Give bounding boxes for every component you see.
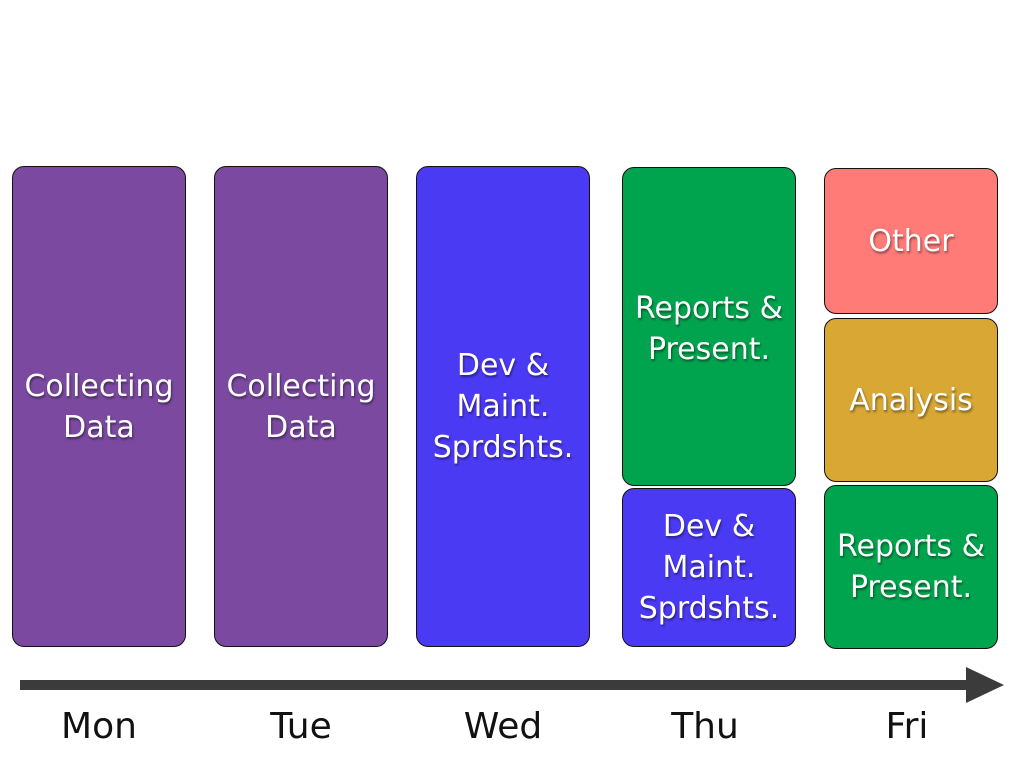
task-block: Analysis [824,318,998,482]
block-label: Maint. [662,550,756,585]
block-label: Collecting [226,368,376,404]
day-label: Wed [463,706,543,747]
block-label: Dev & [662,509,756,544]
task-block: Dev & Maint. Sprdshts. [416,166,590,647]
task-block: Collecting Data [214,166,388,647]
block-label: Other [868,223,954,259]
block-label: Sprdshts. [638,591,780,626]
day-label: Thu [671,706,739,747]
arrow-head [966,667,1004,703]
block-label: Data [265,409,337,445]
task-block: Collecting Data [12,166,186,647]
block-label: Present. [647,332,771,367]
block-label: Data [63,409,135,445]
block-label: Sprdshts. [432,430,574,465]
block-label: Present. [849,570,973,605]
block-label: Dev & [456,348,550,383]
block-label: Collecting [24,368,174,404]
task-block: Reports & Present. [622,167,796,486]
block-label: Analysis [849,382,973,418]
task-block: Other [824,168,998,314]
block-label: Maint. [456,389,550,424]
task-block: Reports & Present. [824,485,998,649]
day-label: Fri [885,706,929,747]
block-label: Reports & [836,529,985,564]
task-block: Dev & Maint. Sprdshts. [622,488,796,647]
day-label: Tue [270,706,332,747]
day-label: Mon [61,706,137,747]
block-label: Reports & [634,291,783,326]
